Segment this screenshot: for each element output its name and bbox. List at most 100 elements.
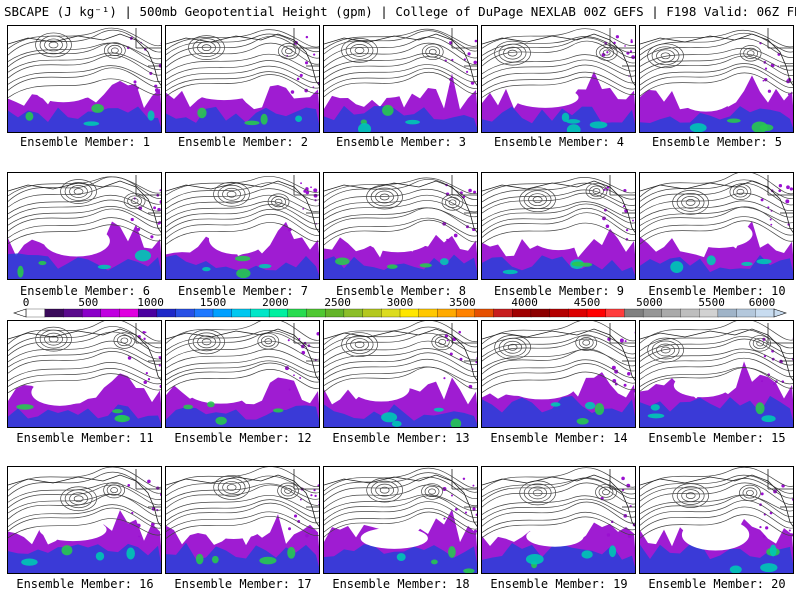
ensemble-member-label: Ensemble Member: 16 <box>16 577 154 591</box>
colorbar-tick-label: 5500 <box>698 296 725 309</box>
ensemble-member-map <box>481 466 636 574</box>
colorbar-swatch <box>156 308 177 318</box>
colorbar-swatch <box>138 308 158 318</box>
ensemble-member-label: Ensemble Member: 17 <box>174 577 312 591</box>
colorbar-swatch <box>63 308 83 318</box>
ensemble-member-label: Ensemble Member: 4 <box>493 135 625 149</box>
colorbar-swatch <box>268 308 289 318</box>
colorbar-swatch <box>418 308 439 318</box>
sbcape-height-map <box>640 467 793 573</box>
ensemble-member-map <box>165 172 320 280</box>
ensemble-member-label: Ensemble Member: 9 <box>493 284 625 298</box>
colorbar-swatch <box>343 308 364 318</box>
sbcape-height-map <box>8 467 161 573</box>
colorbar-swatch <box>250 308 270 318</box>
sbcape-height-map <box>324 467 477 573</box>
colorbar-swatch <box>568 308 588 318</box>
sbcape-height-map <box>324 28 477 132</box>
ensemble-member-label: Ensemble Member: 6 <box>19 284 151 298</box>
colorbar-swatch <box>680 308 700 318</box>
colorbar-tick-label: 2500 <box>324 296 351 309</box>
ensemble-member-label: Ensemble Member: 8 <box>335 284 467 298</box>
ensemble-member-label: Ensemble Member: 15 <box>648 431 786 445</box>
colorbar-swatch <box>605 308 626 318</box>
colorbar-swatch <box>25 308 46 318</box>
colorbar-max-arrow <box>773 308 787 318</box>
colorbar-tick-label: 0 <box>22 296 30 309</box>
ensemble-member-map <box>481 172 636 280</box>
ensemble-member-label: Ensemble Member: 7 <box>177 284 309 298</box>
colorbar-swatch <box>287 308 308 318</box>
sbcape-height-map <box>640 173 793 279</box>
sbcape-height-map <box>482 321 635 427</box>
sbcape-height-map <box>324 321 477 427</box>
colorbar-swatch <box>474 308 495 318</box>
sbcape-height-map <box>640 321 793 427</box>
ensemble-member-map <box>639 466 794 574</box>
sbcape-height-map <box>482 175 635 279</box>
colorbar-swatch <box>586 308 607 318</box>
ensemble-member-map <box>165 320 320 428</box>
colorbar-swatch <box>736 308 756 318</box>
ensemble-member-label: Ensemble Member: 20 <box>648 577 786 591</box>
sbcape-height-map <box>640 28 793 132</box>
ensemble-member-label: Ensemble Member: 5 <box>651 135 783 149</box>
sbcape-height-map <box>8 175 161 279</box>
ensemble-member-label: Ensemble Member: 2 <box>177 135 309 149</box>
ensemble-member-map <box>7 172 162 280</box>
colorbar-tick-label: 6000 <box>748 296 776 309</box>
sbcape-height-map <box>482 467 635 573</box>
colorbar-swatch <box>661 308 682 318</box>
colorbar-swatch <box>44 308 65 318</box>
colorbar-tick-label: 5000 <box>636 296 663 309</box>
colorbar-swatch <box>717 308 738 318</box>
colorbar-swatch <box>530 308 551 318</box>
colorbar-swatch <box>437 308 457 318</box>
ensemble-member-label: Ensemble Member: 18 <box>332 577 470 591</box>
ensemble-member-map <box>639 25 794 133</box>
ensemble-member-map <box>323 466 478 574</box>
colorbar-tick-label: 1500 <box>199 296 227 309</box>
colorbar-tick-label: 500 <box>78 296 99 309</box>
ensemble-member-map <box>165 466 320 574</box>
colorbar-swatch <box>512 308 532 318</box>
colorbar-min-arrow <box>13 308 27 318</box>
colorbar-swatch <box>231 308 252 318</box>
colorbar-swatch <box>455 308 476 318</box>
sbcape-height-map <box>8 321 161 427</box>
ensemble-member-label: Ensemble Member: 11 <box>16 431 154 445</box>
sbcape-height-map <box>166 28 319 132</box>
ensemble-member-map <box>7 25 162 133</box>
colorbar-swatch <box>100 308 121 318</box>
colorbar-swatch <box>399 308 420 318</box>
sbcape-height-map <box>166 175 319 279</box>
colorbar-swatch <box>306 308 326 318</box>
ensemble-member-label: Ensemble Member: 12 <box>174 431 312 445</box>
colorbar-swatch <box>699 308 719 318</box>
ensemble-member-map <box>481 25 636 133</box>
colorbar-swatch <box>81 308 102 318</box>
ensemble-member-map <box>165 25 320 133</box>
colorbar-swatch <box>642 308 663 318</box>
colorbar-swatch <box>194 308 214 318</box>
sbcape-height-map <box>482 28 635 132</box>
ensemble-member-label: Ensemble Member: 1 <box>19 135 151 149</box>
colorbar-swatch <box>624 308 644 318</box>
ensemble-member-map <box>7 320 162 428</box>
ensemble-member-map <box>639 320 794 428</box>
colorbar-swatch <box>119 308 139 318</box>
sbcape-height-map <box>166 467 319 573</box>
colorbar-swatch <box>755 308 775 318</box>
ensemble-member-label: Ensemble Member: 13 <box>332 431 470 445</box>
colorbar-tick-label: 3000 <box>386 296 414 309</box>
ensemble-member-label: Ensemble Member: 10 <box>648 284 786 298</box>
colorbar-swatch <box>549 308 569 318</box>
ensemble-member-map <box>323 25 478 133</box>
colorbar-tick-label: 4000 <box>511 296 538 309</box>
colorbar-swatch <box>175 308 195 318</box>
ensemble-member-map <box>481 320 636 428</box>
colorbar-tick-label: 3500 <box>449 296 476 309</box>
colorbar-tick-label: 2000 <box>262 296 289 309</box>
ensemble-member-map <box>323 320 478 428</box>
ensemble-member-label: Ensemble Member: 14 <box>490 431 628 445</box>
